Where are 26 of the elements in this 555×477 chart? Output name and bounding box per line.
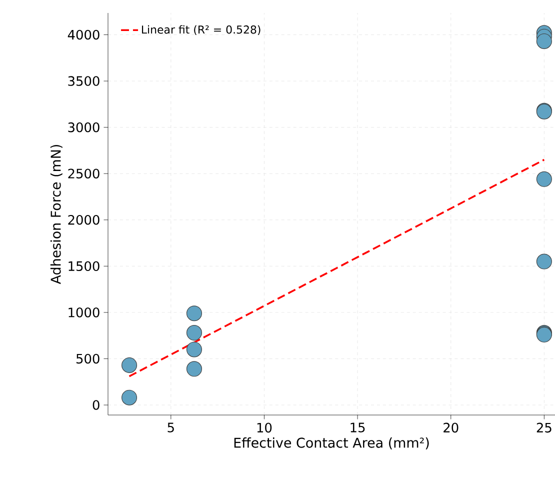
x-tick-label: 25: [536, 422, 552, 433]
y-tick-label: 4000: [68, 30, 100, 40]
x-axis-title: Effective Contact Area (mm²): [234, 437, 429, 450]
x-tick-label: 5: [168, 422, 174, 432]
y-tick-label: 2500: [68, 168, 100, 178]
y-tick-label: 1000: [68, 308, 100, 318]
y-tick-label: 3000: [68, 122, 100, 132]
y-tick-label: 2000: [68, 214, 100, 225]
point: [122, 357, 138, 373]
y-tick-label: 500: [76, 354, 100, 364]
point: [536, 33, 552, 50]
legend-label: Linear fit (R² = 0.528): [142, 25, 260, 35]
point: [536, 254, 552, 270]
x-tick-label: 15: [350, 422, 365, 432]
point: [186, 342, 202, 358]
point: [122, 390, 138, 406]
y-axis-title: Adhesion Force (mN): [50, 144, 62, 284]
x-tick-label: 20: [444, 422, 458, 433]
point: [186, 306, 202, 322]
y-tick-label: 1500: [68, 261, 100, 272]
x-tick-label: 10: [257, 422, 272, 433]
y-tick-label: 0: [92, 400, 100, 410]
y-tick-label: 3500: [68, 76, 100, 86]
point: [536, 171, 552, 187]
point: [186, 325, 202, 341]
point: [186, 361, 202, 377]
